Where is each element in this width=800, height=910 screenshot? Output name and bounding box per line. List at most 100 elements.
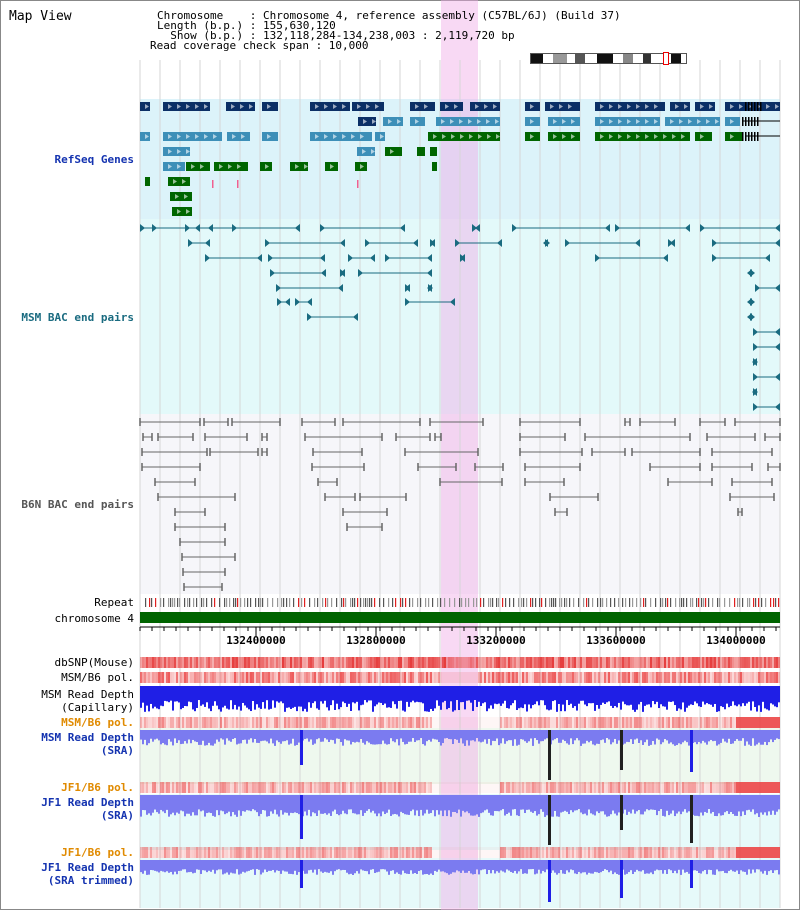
msm-capillary-depth-bar [550,686,552,710]
dbsnp-density [704,657,706,668]
msm-sra-depth-bar [310,730,312,740]
repeat-mark [606,598,608,607]
msm-sra-depth-bar [508,730,510,741]
jf1-b6-pol-density [708,782,710,793]
dbsnp-density [300,657,302,668]
jf1-b6-pol-density [414,782,416,793]
jf1-sra-depth-bar [400,795,402,812]
jf1-b6-pol-density [586,782,588,793]
msm-bac-end [450,298,455,306]
jf1-trim-depth-bar [286,860,288,872]
gene-strand-arrow [445,104,449,109]
jf1-sra-depth-spike [548,795,551,845]
jf1-b6-pol-density [162,782,164,793]
jf1-trim-depth-bar [288,860,290,874]
jf1-b6-pol-density [374,782,376,793]
msm-capillary-depth-bar [738,686,740,705]
jf1-b6-pol2-density [274,847,276,858]
jf1-b6-pol2-density [468,847,470,858]
jf1-b6-pol-density [272,782,274,793]
dbsnp-density [512,657,514,668]
dbsnp-density [336,657,338,668]
jf1-sra-depth-bar [592,795,594,815]
msm-b6-pol-density [740,672,742,683]
jf1-trim-depth-bar [158,860,160,873]
dbsnp-density [774,657,776,668]
msm-b6-pol2-density [290,717,292,728]
msm-bac-end [752,388,757,396]
gene-strand-arrow [145,104,149,109]
repeat-mark [437,598,439,607]
msm-sra-depth-bar [392,730,394,742]
gene-strand-arrow [654,119,658,124]
repeat-mark [184,598,186,607]
repeat-mark [374,598,376,607]
msm-b6-pol-density [686,672,688,683]
dbsnp-density [160,657,162,668]
msm-sra-depth-bar [330,730,332,740]
jf1-trim-depth-bar [372,860,374,870]
msm-sra-depth-bar [732,730,734,744]
jf1-b6-pol2-density [236,847,238,858]
jf1-trim-depth-bar [770,860,772,871]
repeat-mark [561,598,563,607]
msm-sra-depth-bar [630,730,632,740]
repeat-mark [258,598,260,607]
dbsnp-density [566,657,568,668]
jf1-b6-pol2-density [364,847,366,858]
dbsnp-density [324,657,326,668]
jf1-sra-depth-bar [536,795,538,816]
msm-sra-depth-bar [552,730,554,741]
repeat-mark [369,598,371,607]
jf1-trim-depth-bar [686,860,688,872]
repeat-mark [662,598,664,607]
msm-b6-pol-density [376,672,378,683]
track-label-msm-b6-pol: MSM/B6 pol. [61,671,134,684]
repeat-mark [331,598,333,607]
msm-bac-end [400,224,405,232]
dbsnp-density [770,657,772,668]
dbsnp-density [306,657,308,668]
jf1-sra-depth-bar [364,795,366,813]
chromosome-ideogram[interactable] [530,52,687,65]
jf1-sra-depth-bar [612,795,614,811]
msm-sra-depth-bar [446,730,448,739]
msm-b6-pol-density [374,672,376,683]
jf1-trim-depth-bar [256,860,258,870]
jf1-trim-depth-bar [362,860,364,871]
msm-sra-depth-bar [194,730,196,742]
jf1-b6-pol-density [578,782,580,793]
gene-strand-arrow [204,104,208,109]
jf1-b6-pol-density [362,782,364,793]
dbsnp-density [674,657,676,668]
msm-b6-pol2-density [556,717,558,728]
dbsnp-density [202,657,204,668]
repeat-mark [773,598,775,607]
jf1-b6-pol-density [550,782,552,793]
jf1-sra-depth-bar [478,795,480,817]
repeat-mark [170,598,172,607]
msm-b6-pol2-density [770,717,772,728]
msm-b6-pol2-density [476,717,478,728]
dbsnp-density [688,657,690,668]
repeat-mark [145,598,147,607]
dbsnp-density [168,657,170,668]
msm-b6-pol-density [188,672,190,683]
msm-sra-depth-bar [614,730,616,739]
repeat-mark [521,598,523,607]
msm-sra-depth-bar [352,730,354,742]
jf1-b6-pol2-density [534,847,536,858]
msm-capillary-depth-bar [710,686,712,705]
repeat-mark [532,598,534,607]
msm-b6-pol-density [656,672,658,683]
jf1-b6-pol2-density [288,847,290,858]
jf1-trim-depth-bar [192,860,194,874]
msm-capillary-depth-bar [500,686,502,706]
msm-b6-pol-density [586,672,588,683]
jf1-b6-pol2-density [696,847,698,858]
msm-bac-end [427,284,432,292]
msm-b6-pol2-density [326,717,328,728]
repeat-mark [309,598,311,607]
msm-capillary-depth-bar [278,686,280,703]
msm-b6-pol2-density [584,717,586,728]
